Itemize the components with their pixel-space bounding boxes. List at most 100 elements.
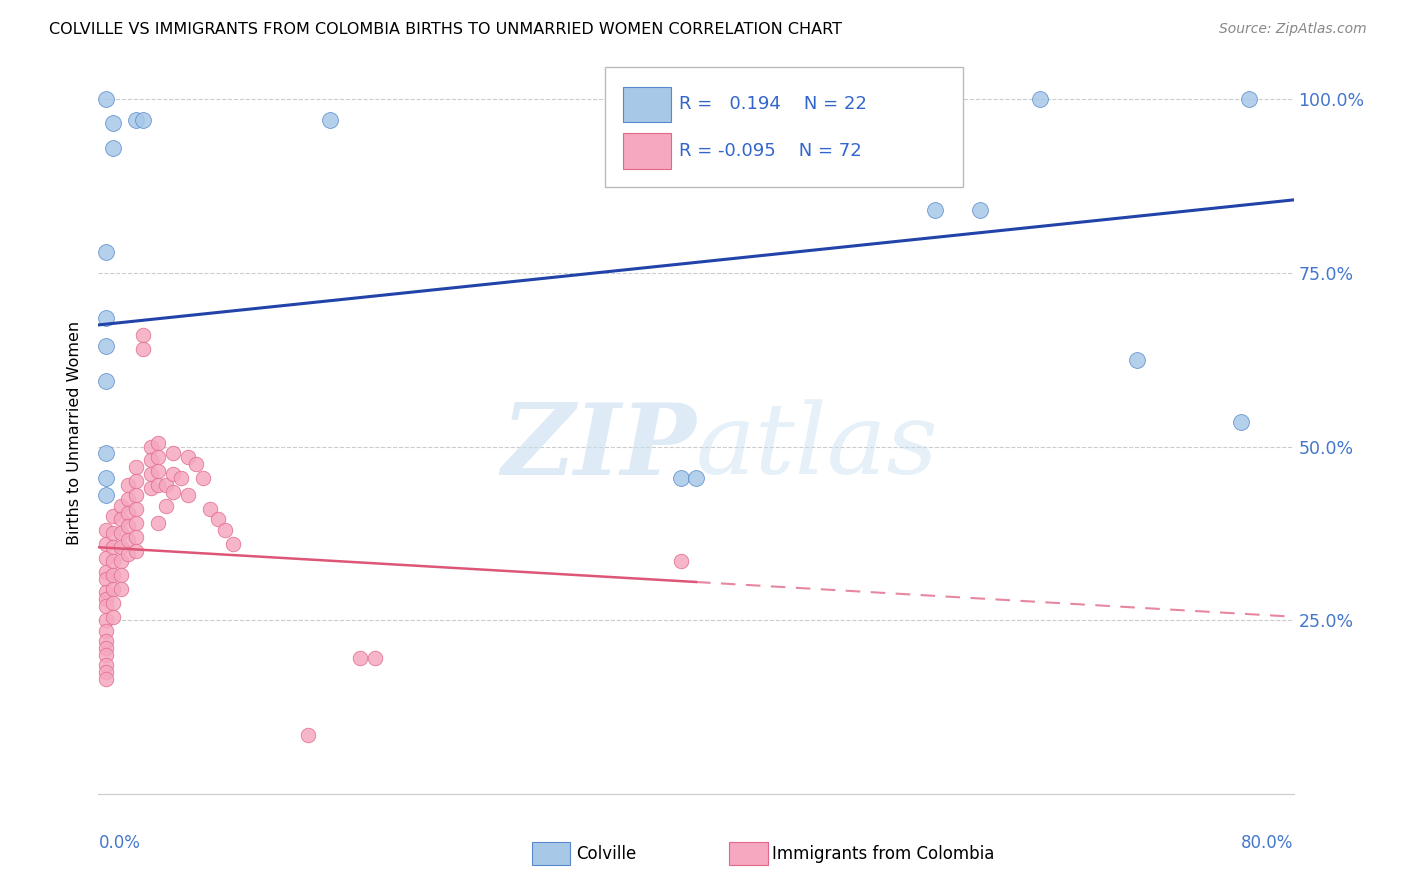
Text: ZIP: ZIP [501,399,696,495]
Point [969,203,991,218]
Point [148,450,170,464]
Point [1028,92,1050,106]
Point [191,471,214,485]
Point [297,728,319,742]
Point [177,488,200,502]
Point [162,446,184,460]
Y-axis label: Births to Unmarried Women: Births to Unmarried Women [67,320,83,545]
Point [94,640,117,655]
Point [94,672,117,686]
Point [110,499,132,513]
Point [103,596,125,610]
Point [94,665,117,680]
Point [125,460,148,475]
Point [94,310,117,325]
Point [162,484,184,499]
Point [364,651,387,665]
Point [117,491,139,506]
Point [94,585,117,599]
Point [125,516,148,530]
Point [1230,415,1253,429]
Point [184,457,207,471]
Point [94,446,117,460]
Point [103,541,125,555]
Text: Source: ZipAtlas.com: Source: ZipAtlas.com [1219,22,1367,37]
Text: atlas: atlas [696,400,939,495]
Point [117,533,139,548]
Point [110,582,132,596]
Text: Colville: Colville [576,845,637,863]
Point [117,477,139,491]
Point [669,554,692,568]
Point [139,440,162,454]
Point [94,658,117,673]
Point [214,523,236,537]
Point [103,116,125,130]
Point [125,113,148,128]
Point [222,537,245,551]
Point [94,523,117,537]
Point [94,572,117,586]
Point [125,530,148,544]
FancyBboxPatch shape [533,842,571,865]
Point [110,541,132,555]
Point [103,526,125,541]
Text: 0.0%: 0.0% [98,834,141,852]
Point [132,343,155,357]
Point [155,477,177,491]
Point [148,436,170,450]
Point [103,568,125,582]
Point [148,464,170,478]
Point [125,488,148,502]
Point [685,471,707,485]
Point [94,624,117,638]
Point [117,506,139,520]
Point [125,543,148,558]
Point [132,113,155,128]
Point [94,537,117,551]
Point [162,467,184,482]
Point [139,453,162,467]
Point [125,475,148,489]
Point [1125,352,1147,367]
Point [94,648,117,662]
Point [103,141,125,155]
Point [169,471,191,485]
Text: Immigrants from Colombia: Immigrants from Colombia [772,845,995,863]
Point [139,467,162,482]
Point [103,508,125,523]
Point [200,502,222,516]
Point [94,244,117,259]
Point [148,477,170,491]
Point [94,565,117,579]
Point [117,519,139,533]
Point [94,599,117,614]
Point [94,550,117,565]
Point [207,512,229,526]
Point [94,488,117,502]
Point [924,203,946,218]
Point [117,547,139,561]
Point [669,471,692,485]
Point [103,609,125,624]
Point [177,450,200,464]
Text: 80.0%: 80.0% [1241,834,1294,852]
Point [94,92,117,106]
Point [139,481,162,495]
Text: R = -0.095    N = 72: R = -0.095 N = 72 [679,142,862,160]
Point [155,499,177,513]
Point [110,512,132,526]
Text: COLVILLE VS IMMIGRANTS FROM COLOMBIA BIRTHS TO UNMARRIED WOMEN CORRELATION CHART: COLVILLE VS IMMIGRANTS FROM COLOMBIA BIR… [49,22,842,37]
Point [94,471,117,485]
Point [110,554,132,568]
Point [94,339,117,353]
Point [103,554,125,568]
Point [1237,92,1260,106]
Point [94,592,117,607]
Point [319,113,342,128]
Point [94,613,117,627]
Text: R =   0.194    N = 22: R = 0.194 N = 22 [679,95,868,113]
Point [94,634,117,648]
Point [132,328,155,343]
Point [148,516,170,530]
